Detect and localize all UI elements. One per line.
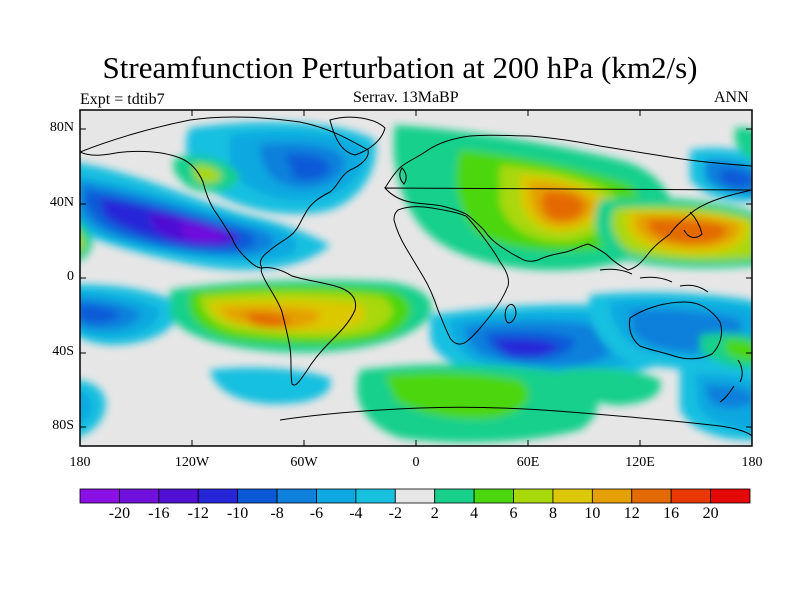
colorbar-swatch xyxy=(276,488,317,504)
colorbar-label: -20 xyxy=(108,505,131,522)
coastlines xyxy=(80,116,752,437)
y-ticks xyxy=(80,128,752,428)
contour-field xyxy=(80,110,752,446)
y-tick-label: 0 xyxy=(67,269,74,284)
colorbar-swatch xyxy=(552,488,593,504)
x-tick-label: 0 xyxy=(412,455,420,470)
x-ticks xyxy=(79,110,753,446)
colorbar-swatch xyxy=(316,488,357,504)
colorbar-label: -10 xyxy=(226,505,249,522)
colorbar-label: 6 xyxy=(509,505,518,522)
x-tick-label: 60W xyxy=(290,455,318,470)
colorbar-label: -12 xyxy=(187,505,209,522)
colorbar-swatch xyxy=(158,488,199,504)
colorbar-label: 2 xyxy=(430,505,439,522)
y-tick-label: 40S xyxy=(52,344,74,359)
x-tick-label: 180 xyxy=(69,455,91,470)
y-tick-label: 40N xyxy=(49,195,74,210)
experiment-label: Expt = tdtib7 xyxy=(80,91,165,108)
colorbar-swatch xyxy=(434,488,475,504)
colorbar-label: -2 xyxy=(388,505,402,522)
map-title: Streamfunction Perturbation at 200 hPa (… xyxy=(102,50,698,85)
colorbar-swatch xyxy=(394,488,436,504)
season-label: ANN xyxy=(714,89,749,106)
x-tick-label: 60E xyxy=(516,455,540,470)
x-tick-label: 180 xyxy=(741,455,763,470)
colorbar xyxy=(79,488,751,504)
colorbar-label: 20 xyxy=(702,505,719,522)
colorbar-label: -6 xyxy=(309,505,324,522)
colorbar-swatch xyxy=(670,488,711,504)
colorbar-swatch xyxy=(197,488,239,504)
colorbar-swatch xyxy=(79,488,120,504)
colorbar-swatch xyxy=(631,488,672,504)
colorbar-swatch xyxy=(513,488,554,504)
period-label: Serrav. 13MaBP xyxy=(353,89,459,106)
colorbar-swatch xyxy=(237,488,278,504)
colorbar-label: 4 xyxy=(470,505,479,522)
colorbar-label: 16 xyxy=(663,505,680,522)
y-tick-label: 80S xyxy=(52,418,74,433)
colorbar-label: -16 xyxy=(148,505,170,522)
colorbar-label: 12 xyxy=(623,505,640,522)
colorbar-swatch xyxy=(591,488,633,504)
colorbar-label: 10 xyxy=(584,505,601,522)
y-tick-label: 80N xyxy=(49,120,74,135)
colorbar-swatch xyxy=(473,488,514,504)
colorbar-swatch xyxy=(119,488,160,504)
colorbar-label: -4 xyxy=(349,505,363,522)
colorbar-swatch xyxy=(355,488,396,504)
colorbar-label: -8 xyxy=(270,505,284,522)
colorbar-swatch xyxy=(710,488,751,504)
x-tick-label: 120E xyxy=(625,455,655,470)
colorbar-label: 8 xyxy=(548,505,557,522)
x-tick-label: 120W xyxy=(174,455,210,470)
